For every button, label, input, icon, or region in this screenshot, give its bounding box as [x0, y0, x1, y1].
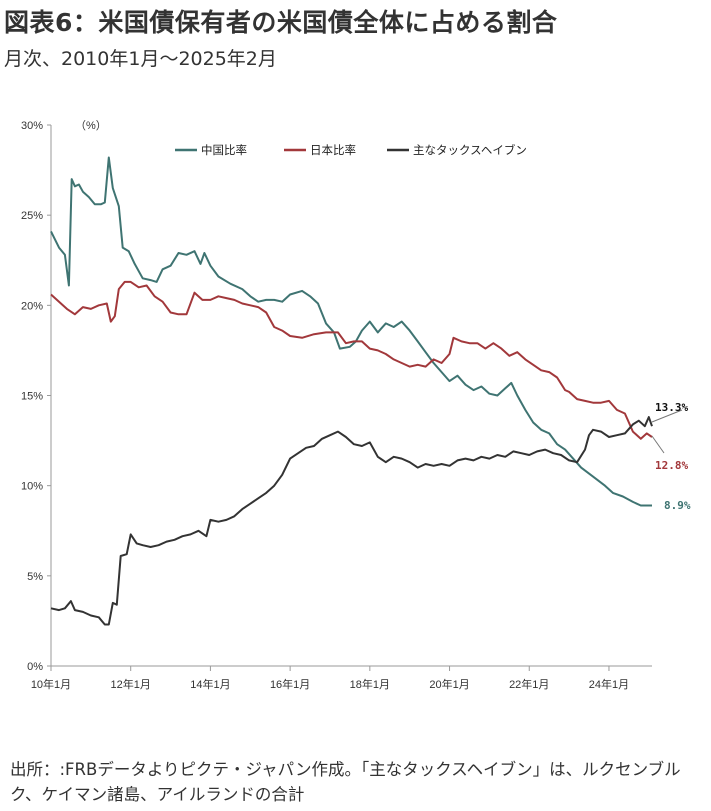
y-tick-label: 20% — [21, 300, 43, 312]
legend-label: 主なタックスヘイブン — [413, 143, 527, 157]
y-tick-label: 15% — [21, 391, 43, 403]
y-unit-label: （%） — [75, 119, 107, 132]
series-end-label: 12.8% — [655, 459, 688, 472]
x-tick-label: 16年1月 — [270, 677, 310, 691]
line-chart: 0% 5% 10% 15% 20% 25% 30% （%） 10年1月 12年1月 14年1月 16年… — [21, 119, 691, 691]
series-line-1 — [50, 280, 653, 440]
chart-series-lines — [50, 156, 653, 626]
y-tick-label: 5% — [27, 571, 43, 583]
y-tick-label: 30% — [21, 120, 43, 132]
series-end-label: 13.3% — [655, 401, 688, 414]
x-tick-label: 24年1月 — [589, 677, 629, 691]
legend-label: 日本比率 — [310, 143, 356, 157]
x-tick-label: 12年1月 — [111, 677, 151, 691]
chart-legend: 中国比率 日本比率 主なタックスヘイブン — [175, 143, 527, 157]
y-tick-label: 10% — [21, 481, 43, 493]
x-tick-label: 10年1月 — [31, 677, 71, 691]
chart-subtitle: 月次、2010年1月～2025年2月 — [4, 48, 277, 70]
x-tick-label: 14年1月 — [190, 677, 230, 691]
chart-axes: 0% 5% 10% 15% 20% 25% 30% （%） 10年1月 12年1月 14年1月 16年… — [21, 119, 652, 691]
y-tick-label: 0% — [27, 661, 43, 673]
series-end-label: 8.9% — [664, 499, 691, 512]
y-tick-label: 25% — [21, 210, 43, 222]
source-note: 出所：:FRBデータよりピクテ・ジャパン作成。「主なタックスヘイブン」は、ルクセ… — [10, 760, 681, 804]
x-tick-label: 22年1月 — [509, 677, 549, 691]
x-tick-label: 18年1月 — [350, 677, 390, 691]
chart-title: 図表6：米国債保有者の米国債全体に占める割合 — [4, 8, 558, 37]
end-label-leader — [651, 435, 665, 454]
legend-label: 中国比率 — [201, 143, 247, 157]
x-tick-label: 20年1月 — [429, 677, 469, 691]
end-label-leader — [651, 409, 683, 423]
series-line-0 — [50, 156, 652, 507]
chart-labels: 8.9% 12.8% 13.3% — [651, 401, 691, 512]
series-line-2 — [50, 416, 653, 626]
